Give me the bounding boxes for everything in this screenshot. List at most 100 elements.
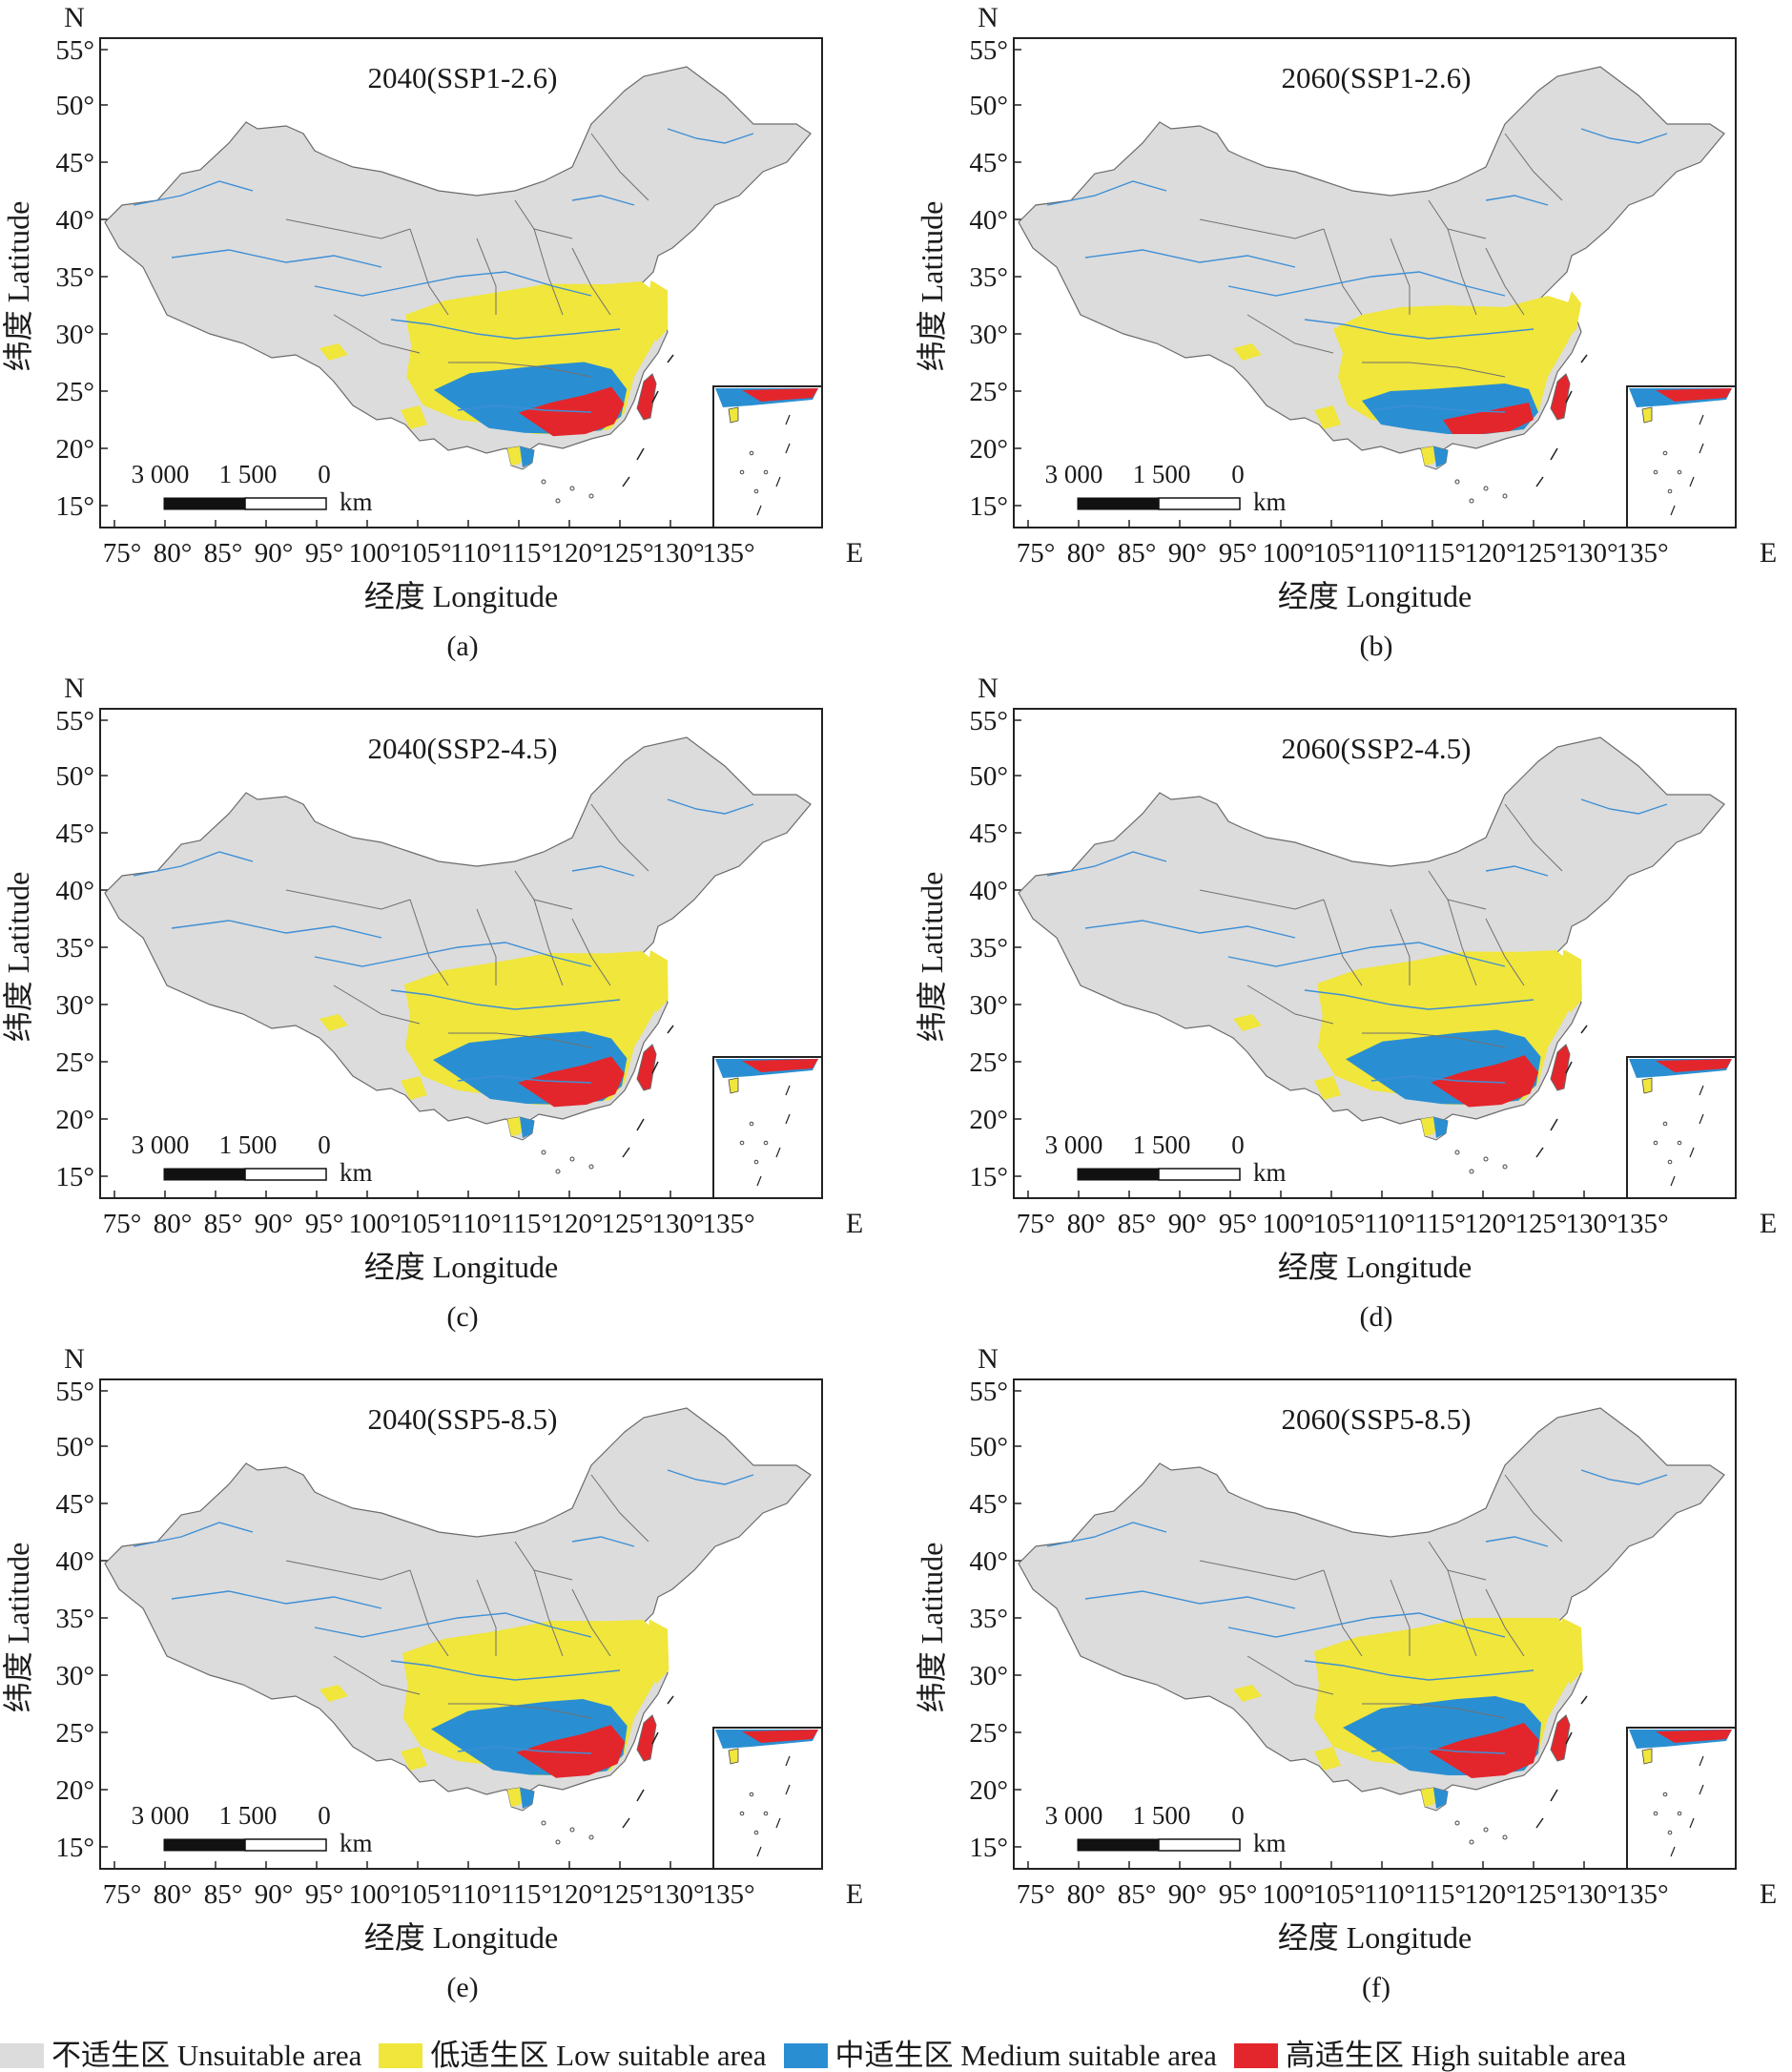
legend-swatch-high (1233, 2043, 1278, 2068)
longitude-title: 经度 Longitude (1278, 1920, 1473, 1955)
latitude-tick-label: 25° (969, 1047, 1008, 1078)
latitude-tick-label: 35° (55, 933, 94, 963)
province-boundary (533, 899, 564, 986)
river (1046, 180, 1167, 206)
nine-dash-line (651, 390, 659, 404)
river (571, 195, 635, 206)
latitude-tick-label: 25° (55, 377, 94, 407)
longitude-tick-label: 105° (399, 1209, 451, 1239)
inset-dash (1670, 1175, 1676, 1187)
longitude-tick-label: 135° (1616, 1209, 1668, 1239)
river (390, 319, 621, 340)
legend-label-high: 高适生区 High suitable area (1285, 2039, 1627, 2072)
taiwan-island (1550, 373, 1571, 421)
province-boundary (476, 908, 497, 985)
latitude-tick-label: 15° (55, 1162, 94, 1192)
sea-island (569, 486, 575, 491)
latitude-tick-label: 50° (969, 1432, 1008, 1462)
latitude-tick-label: 45° (55, 1489, 94, 1520)
longitude-tick-label: 125° (1514, 538, 1567, 569)
longitude-tick-label: 105° (399, 538, 451, 569)
river (390, 1660, 621, 1681)
nine-dash-line (636, 1789, 645, 1802)
province-boundary (1199, 889, 1325, 910)
longitude-tick-label: 85° (204, 1879, 243, 1910)
nine-dash-line (1535, 476, 1544, 487)
river (1485, 195, 1549, 206)
panel-label: (e) (446, 1972, 478, 2003)
sea-island (588, 1164, 594, 1170)
nine-dash-line (622, 1147, 630, 1158)
nine-dash-line (667, 1695, 674, 1705)
river (1370, 1746, 1506, 1754)
latitude-tick-label: 30° (55, 990, 94, 1021)
hainan-medium-zone (520, 1788, 534, 1809)
sea-island (1483, 486, 1489, 491)
longitude-tick-label: 85° (204, 1209, 243, 1239)
inset-hainan (728, 406, 739, 424)
longitude-tick-label: 120° (550, 538, 603, 569)
province-boundary (590, 803, 649, 872)
inset-dash (785, 1784, 791, 1795)
longitude-tick-label: 130° (651, 1879, 704, 1910)
longitude-tick-label: 100° (1262, 1209, 1314, 1239)
river (171, 1590, 382, 1609)
scale-bar-dark-segment (163, 1168, 246, 1181)
longitude-tick-label: 105° (1312, 538, 1365, 569)
province-boundary (333, 314, 421, 354)
scale-bar-unit: km (1253, 1158, 1287, 1187)
longitude-tick-label: 80° (154, 538, 193, 569)
inset-hainan (728, 1077, 739, 1094)
sea-island (555, 498, 561, 504)
inset-island (753, 1830, 759, 1835)
scenario-title: 2060(SSP2-4.5) (1282, 732, 1472, 765)
taiwan-island (1550, 1714, 1571, 1762)
latitude-tick-label: 20° (969, 1775, 1008, 1806)
north-label: N (64, 1343, 85, 1375)
river (667, 1469, 754, 1485)
inset-hainan (1641, 1077, 1653, 1094)
longitude-tick-label: 75° (1017, 1209, 1056, 1239)
river (1580, 1469, 1668, 1485)
province-boundary (1428, 870, 1487, 910)
inset-island (739, 1811, 745, 1816)
inset-island (1653, 469, 1658, 475)
latitude-tick-label: 25° (55, 1047, 94, 1078)
latitude-tick-label: 25° (55, 1718, 94, 1749)
inset-high-zone (742, 388, 818, 402)
nine-dash-line (667, 354, 674, 363)
longitude-tick-label: 135° (702, 538, 754, 569)
inset-dash (785, 443, 791, 454)
scale-bar-light-segment (244, 1838, 327, 1852)
latitude-tick-label: 55° (55, 706, 94, 736)
scale-bar-label: 1 500 (219, 460, 278, 488)
province-boundary (476, 1579, 497, 1656)
province-boundary (1390, 238, 1411, 315)
sea-island (569, 1827, 575, 1833)
province-boundary (409, 228, 449, 316)
province-boundary (1390, 908, 1411, 985)
nine-dash-line (622, 476, 630, 487)
scenario-title: 2060(SSP5-8.5) (1282, 1402, 1472, 1436)
latitude-tick-label: 15° (969, 1833, 1008, 1863)
province-boundary (1504, 803, 1563, 872)
inset-dash (1699, 1755, 1704, 1767)
longitude-tick-label: 80° (1067, 538, 1106, 569)
longitude-tick-label: 115° (1414, 1209, 1466, 1239)
province-boundary (1485, 1588, 1525, 1657)
province-boundary (1246, 314, 1334, 354)
longitude-tick-label: 120° (550, 1209, 603, 1239)
province-boundary (285, 1560, 411, 1581)
nine-dash-line (1580, 1025, 1588, 1034)
province-boundary (1323, 899, 1363, 986)
province-boundary (590, 133, 649, 201)
north-label: N (978, 673, 999, 704)
river (1485, 1536, 1549, 1547)
latitude-tick-label: 50° (55, 91, 94, 121)
sea-island (1454, 1150, 1460, 1155)
province-boundary (1246, 984, 1334, 1025)
longitude-tick-label: 130° (651, 538, 704, 569)
latitude-tick-label: 30° (969, 1661, 1008, 1691)
scale-bar-label: 3 000 (1045, 1801, 1103, 1830)
latitude-tick-label: 55° (55, 1377, 94, 1407)
